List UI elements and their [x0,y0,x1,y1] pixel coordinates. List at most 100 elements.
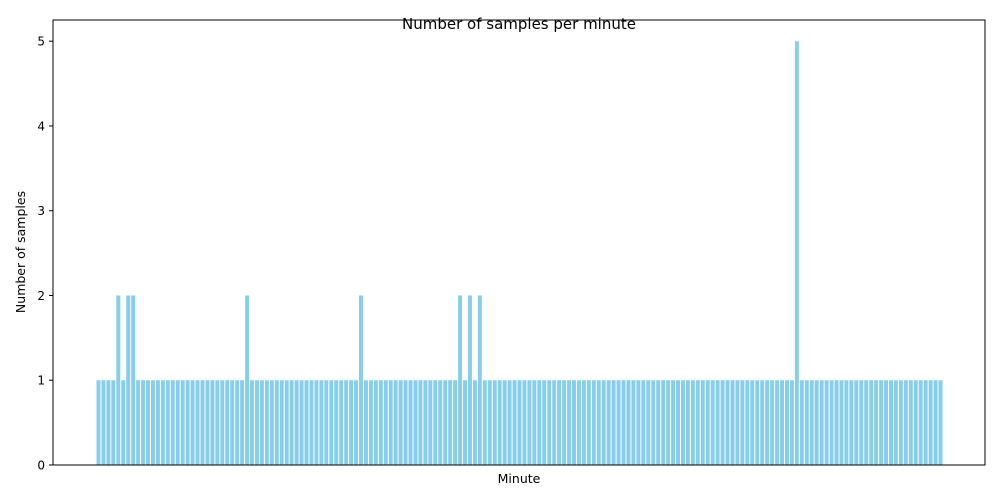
bar-142 [799,380,804,465]
bar-80 [492,380,497,465]
bar-26 [225,380,230,465]
bar-9 [141,380,146,465]
bar-38 [284,380,289,465]
bar-15 [170,380,175,465]
bar-11 [150,380,155,465]
bar-4 [116,295,121,465]
bar-24 [215,380,220,465]
bar-96 [572,380,576,465]
bar-1 [101,380,106,465]
y-tick-label-2: 2 [37,289,45,303]
bar-95 [567,380,572,465]
bar-123 [705,380,710,465]
bar-66 [423,380,428,465]
bar-64 [413,380,418,465]
bar-128 [730,380,735,465]
bar-93 [557,380,562,465]
bar-55 [368,380,373,465]
bar-160 [889,380,893,465]
bar-109 [636,380,641,465]
bar-167 [923,380,928,465]
bar-83 [507,380,512,465]
bar-27 [230,380,235,465]
bar-120 [690,380,695,465]
bar-148 [829,380,834,465]
bar-100 [591,380,596,465]
bar-156 [869,380,874,465]
bar-84 [512,380,517,465]
bar-113 [656,380,661,465]
bar-138 [780,380,784,465]
bar-40 [294,380,299,465]
bar-76 [472,380,477,465]
bar-145 [814,380,819,465]
bar-60 [393,380,398,465]
bar-18 [185,380,190,465]
bar-144 [809,380,814,465]
bar-133 [755,380,760,465]
bar-5 [121,380,126,465]
bar-166 [918,380,923,465]
bar-97 [576,380,581,465]
bar-139 [784,380,789,465]
bar-0 [96,380,101,465]
bar-87 [527,380,532,465]
bar-147 [824,380,829,465]
y-tick-label-1: 1 [37,374,45,388]
bar-16 [175,380,180,465]
bar-35 [269,380,274,465]
bar-29 [240,380,245,465]
bar-25 [220,380,225,465]
bar-151 [844,380,849,465]
bar-136 [770,380,775,465]
y-tick-label-0: 0 [37,459,45,473]
bar-46 [324,380,329,465]
bar-169 [933,380,938,465]
bar-99 [586,380,591,465]
bar-162 [898,380,903,465]
bar-68 [433,380,438,465]
bar-62 [403,380,408,465]
bar-82 [502,380,507,465]
y-axis-ticks: 0 1 2 3 4 5 [37,35,53,473]
bar-37 [279,380,284,465]
bar-44 [314,380,319,465]
bar-20 [195,380,200,465]
bar-108 [631,380,636,465]
bar-69 [438,380,443,465]
bar-159 [884,380,889,465]
bar-63 [408,380,413,465]
bar-135 [765,380,770,465]
bar-141 [794,41,799,465]
bar-36 [274,380,279,465]
bar-158 [879,380,884,465]
bar-17 [180,380,185,465]
bar-3 [111,380,116,465]
bar-149 [834,380,839,465]
bar-70 [443,380,448,465]
bar-126 [720,380,725,465]
bar-72 [453,380,458,465]
bar-14 [165,380,170,465]
bar-53 [359,295,363,465]
chart-title: Number of samples per minute [402,15,636,33]
bar-47 [329,380,334,465]
bar-111 [646,380,651,465]
bar-161 [893,380,898,465]
bar-124 [710,380,715,465]
bar-163 [903,380,908,465]
bar-74 [463,380,467,465]
bar-90 [542,380,547,465]
bar-81 [497,380,502,465]
bar-130 [740,380,745,465]
bar-79 [487,380,492,465]
bar-119 [685,380,690,465]
bar-2 [106,380,111,465]
bar-75 [467,295,472,465]
bar-12 [155,380,160,465]
plot-frame [52,19,986,466]
bar-22 [205,380,210,465]
bar-146 [819,380,824,465]
bar-78 [482,380,487,465]
